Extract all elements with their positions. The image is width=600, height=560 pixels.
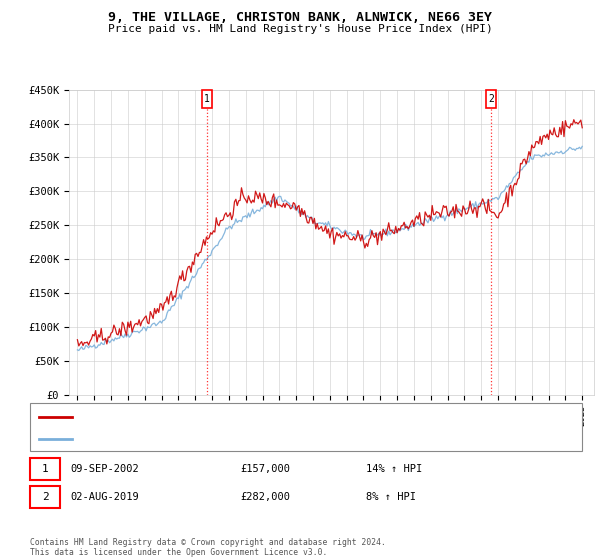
Text: 8% ↑ HPI: 8% ↑ HPI bbox=[366, 492, 416, 502]
FancyBboxPatch shape bbox=[486, 90, 496, 108]
Text: Price paid vs. HM Land Registry's House Price Index (HPI): Price paid vs. HM Land Registry's House … bbox=[107, 24, 493, 34]
Text: 9, THE VILLAGE, CHRISTON BANK, ALNWICK, NE66 3EY (detached house): 9, THE VILLAGE, CHRISTON BANK, ALNWICK, … bbox=[77, 412, 451, 421]
Text: 2: 2 bbox=[488, 94, 494, 104]
Text: HPI: Average price, detached house, Northumberland: HPI: Average price, detached house, Nort… bbox=[77, 435, 364, 444]
Text: £157,000: £157,000 bbox=[240, 464, 290, 474]
Text: 02-AUG-2019: 02-AUG-2019 bbox=[71, 492, 140, 502]
Text: 1: 1 bbox=[204, 94, 210, 104]
Text: 14% ↑ HPI: 14% ↑ HPI bbox=[366, 464, 422, 474]
FancyBboxPatch shape bbox=[202, 90, 212, 108]
Text: 09-SEP-2002: 09-SEP-2002 bbox=[71, 464, 140, 474]
Text: 2: 2 bbox=[41, 492, 49, 502]
Text: Contains HM Land Registry data © Crown copyright and database right 2024.
This d: Contains HM Land Registry data © Crown c… bbox=[30, 538, 386, 557]
Text: £282,000: £282,000 bbox=[240, 492, 290, 502]
Text: 1: 1 bbox=[41, 464, 49, 474]
Text: 9, THE VILLAGE, CHRISTON BANK, ALNWICK, NE66 3EY: 9, THE VILLAGE, CHRISTON BANK, ALNWICK, … bbox=[108, 11, 492, 24]
